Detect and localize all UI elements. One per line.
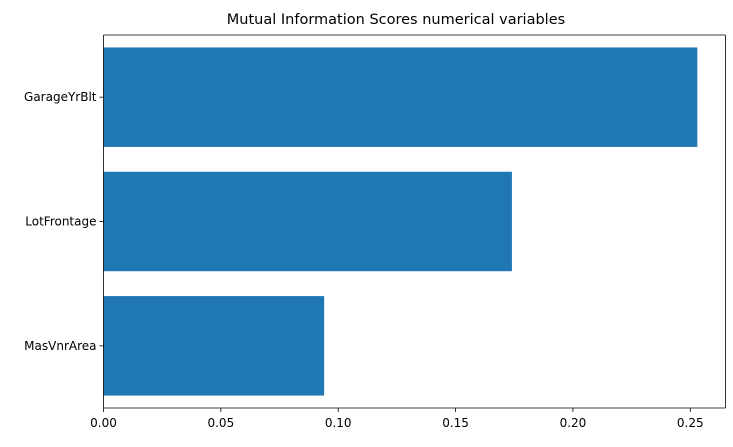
bar-masvnrarea bbox=[103, 296, 325, 396]
x-tick-label: 0.25 bbox=[677, 416, 704, 430]
x-tick-label: 0.00 bbox=[90, 416, 117, 430]
y-tick-label: MasVnrArea bbox=[24, 339, 96, 353]
bars bbox=[103, 47, 698, 396]
x-tick-label: 0.20 bbox=[560, 416, 587, 430]
chart-title: Mutual Information Scores numerical vari… bbox=[227, 12, 565, 28]
x-tick-label: 0.10 bbox=[325, 416, 352, 430]
bar-lotfrontage bbox=[103, 171, 512, 272]
axes: GarageYrBlt LotFrontage MasVnrArea 0.00 0.05… bbox=[24, 34, 726, 430]
x-tick-label: 0.05 bbox=[207, 416, 234, 430]
y-tick-label: GarageYrBlt bbox=[24, 90, 97, 104]
bar-garageyrblt bbox=[103, 47, 698, 147]
x-tick-label: 0.15 bbox=[442, 416, 469, 430]
y-tick-label: LotFrontage bbox=[25, 215, 96, 229]
